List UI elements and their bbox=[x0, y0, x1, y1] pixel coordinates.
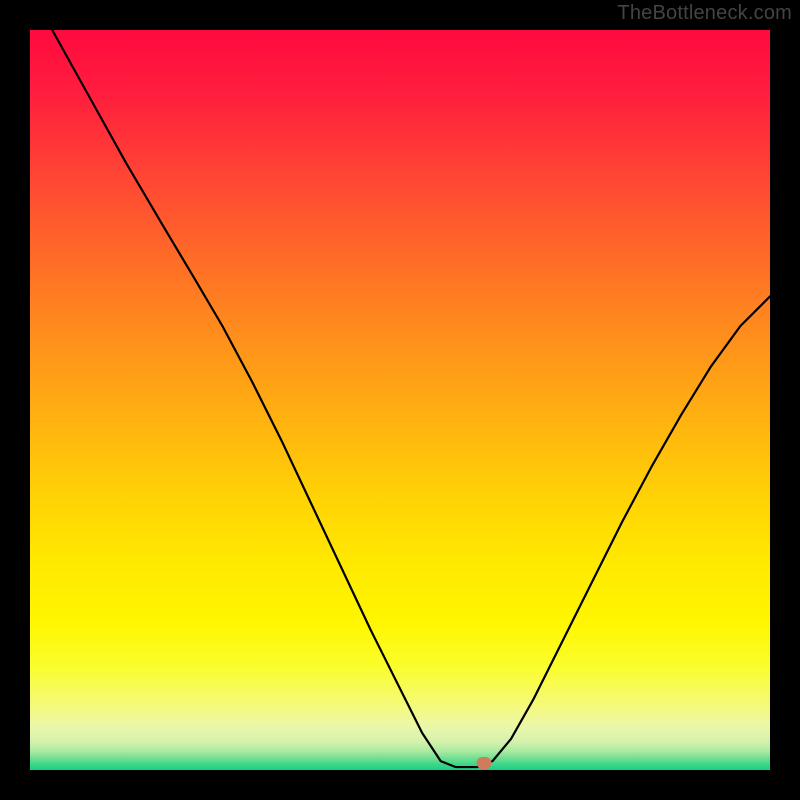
plot-area bbox=[30, 30, 770, 770]
watermark-text: TheBottleneck.com bbox=[617, 2, 792, 25]
chart-outer-frame: TheBottleneck.com bbox=[0, 0, 800, 800]
plot-svg bbox=[30, 30, 770, 770]
optimum-marker bbox=[476, 757, 491, 769]
gradient-background bbox=[30, 30, 770, 770]
